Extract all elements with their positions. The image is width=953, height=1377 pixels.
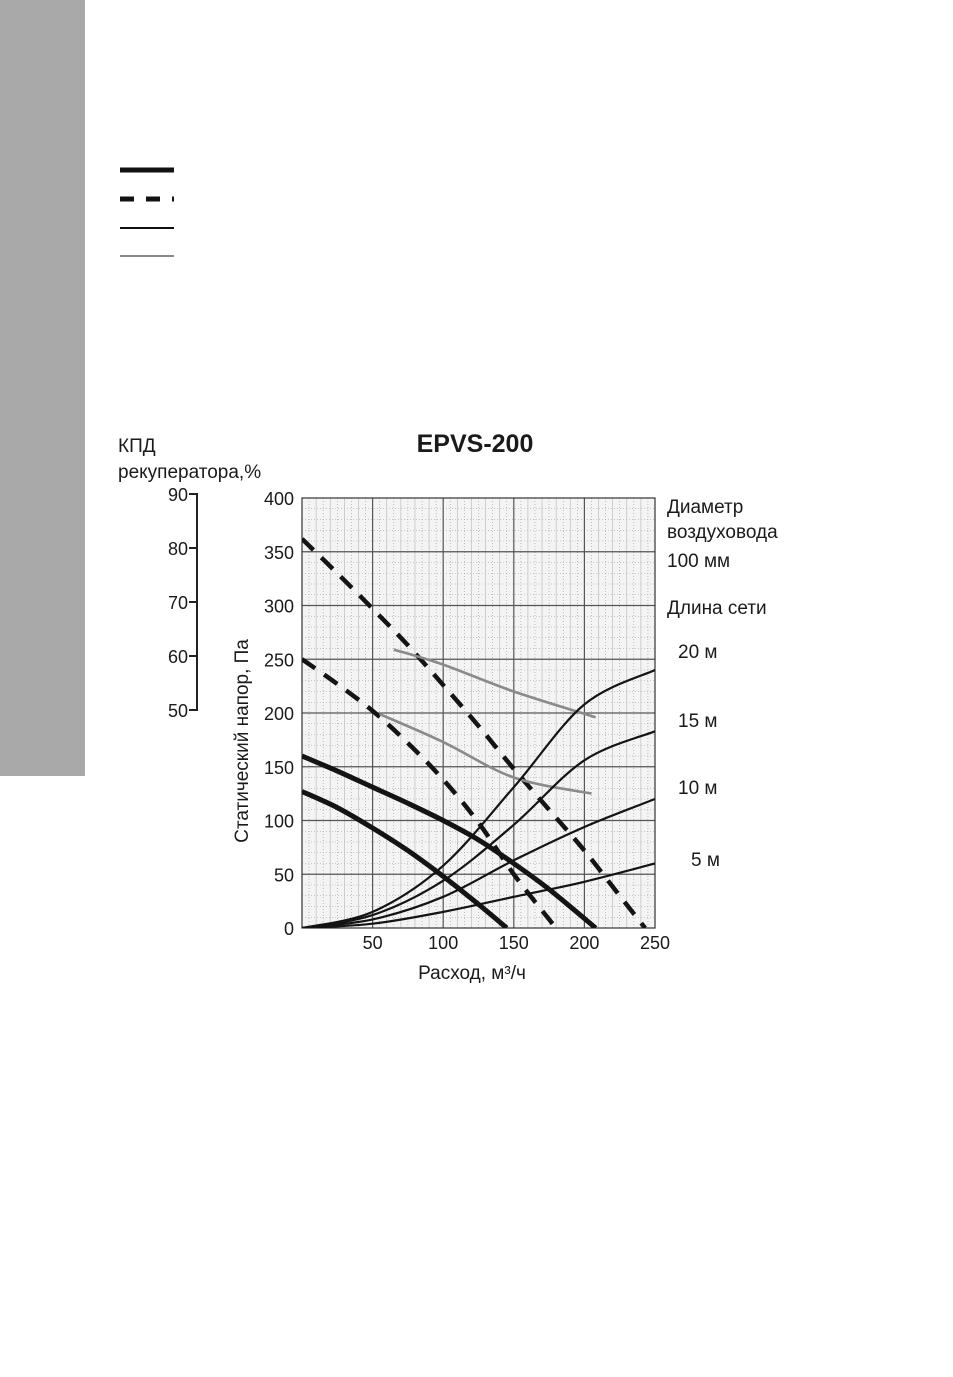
efficiency-tick-label: 70 <box>168 593 188 613</box>
network-curve-thin-solid-8 <box>302 730 655 928</box>
plot-frame <box>301 497 656 929</box>
network-length-20: 20 м <box>678 642 717 663</box>
chart-title: EPVS-200 <box>417 430 534 458</box>
grid <box>301 497 656 929</box>
diameter-title-2: воздуховода <box>667 522 778 543</box>
axes: 0 50 100 150 200 250 300 350 400 50 100 150 200 250 90… <box>168 485 670 953</box>
efficiency-curve-gray-5 <box>393 648 597 719</box>
network-length-5: 5 м <box>691 850 720 871</box>
series-layer <box>302 537 655 928</box>
x-tick-label: 150 <box>499 933 529 953</box>
efficiency-tick-label: 80 <box>168 539 188 559</box>
fan-curve-thick-dashed-3 <box>302 657 558 928</box>
y-tick-label: 350 <box>264 543 294 563</box>
network-length-15: 15 м <box>678 711 717 732</box>
line-style-legend <box>120 167 174 257</box>
diameter-value: 100 мм <box>667 551 730 572</box>
x-tick-label: 250 <box>640 933 670 953</box>
side-band <box>0 0 85 776</box>
fan-curve-thick-dashed-4 <box>302 537 647 928</box>
x-axis-label: Расход, м³/ч <box>418 963 526 984</box>
fan-curve-thick-solid-2 <box>302 753 598 928</box>
x-tick-label: 200 <box>569 933 599 953</box>
y-tick-label: 0 <box>284 919 294 939</box>
y-tick-label: 300 <box>264 597 294 617</box>
efficiency-tick-label: 50 <box>168 701 188 721</box>
x-tick-label: 100 <box>428 933 458 953</box>
efficiency-curve-gray-6 <box>379 712 592 795</box>
network-length-10: 10 м <box>678 778 717 799</box>
y-tick-label: 100 <box>264 812 294 832</box>
network-length-title: Длина сети <box>667 598 767 619</box>
efficiency-tick-label: 90 <box>168 485 188 505</box>
network-curve-thin-solid-9 <box>302 797 655 928</box>
network-curve-thin-solid-7 <box>302 669 655 928</box>
y-axis-label: Статический напор, Па <box>232 639 253 843</box>
efficiency-tick-label: 60 <box>168 647 188 667</box>
efficiency-axis-label-line2: рекуператора,% <box>118 462 261 483</box>
diameter-title-1: Диаметр <box>667 497 743 518</box>
y-tick-label: 200 <box>264 704 294 724</box>
y-tick-label: 400 <box>264 489 294 509</box>
x-tick-label: 50 <box>363 933 383 953</box>
network-curve-thin-solid-10 <box>302 862 655 928</box>
y-tick-label: 50 <box>274 865 294 885</box>
y-tick-label: 150 <box>264 758 294 778</box>
y-tick-label: 250 <box>264 650 294 670</box>
efficiency-axis-label-line1: КПД <box>118 436 156 457</box>
